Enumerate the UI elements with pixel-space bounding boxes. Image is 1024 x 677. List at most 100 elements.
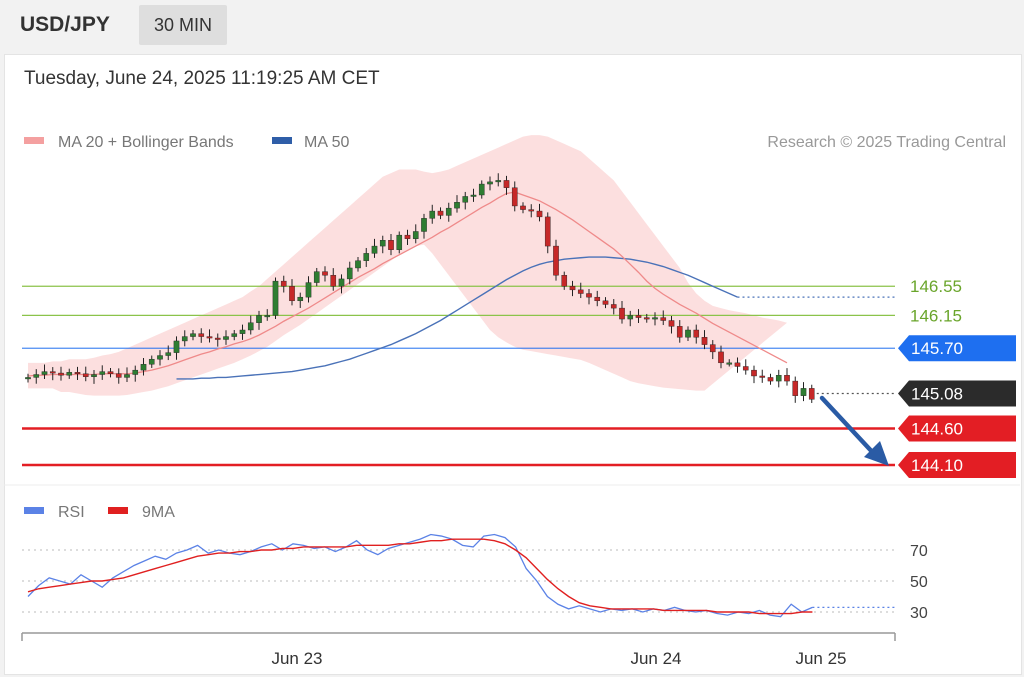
- candle-up: [313, 271, 320, 283]
- x-tick-label: Jun 24: [630, 649, 681, 668]
- candle-down: [734, 362, 741, 367]
- candle-down: [709, 344, 716, 353]
- candle-down: [115, 373, 122, 378]
- rsi-9ma-line: [27, 538, 813, 615]
- candle-down: [49, 371, 56, 374]
- candle-down: [594, 296, 601, 302]
- candle-down: [520, 205, 526, 210]
- candle-down: [553, 245, 559, 276]
- candle-up: [338, 278, 345, 287]
- candle-up: [445, 207, 452, 216]
- candle-down: [437, 210, 444, 216]
- timeframe-badge[interactable]: 30 MIN: [139, 5, 227, 45]
- candle-up: [685, 329, 691, 338]
- candle-down: [742, 366, 749, 371]
- candle-up: [652, 317, 658, 320]
- candle-up: [264, 315, 271, 318]
- candle-up: [363, 253, 370, 261]
- candle-down: [693, 329, 700, 338]
- candle-up: [247, 322, 254, 331]
- candle-down: [107, 371, 114, 374]
- candle-down: [289, 286, 295, 302]
- candle-down: [536, 210, 543, 218]
- legend-ma20-label: MA 20 + Bollinger Bands: [58, 134, 234, 151]
- candle-up: [148, 358, 155, 365]
- candle-up: [124, 374, 130, 378]
- legend-9ma-label: 9MA: [142, 504, 175, 521]
- candle-up: [272, 280, 279, 316]
- candle-up: [487, 181, 493, 185]
- x-tick-label: Jun 25: [795, 649, 846, 668]
- rsi-plot-area: 70 50 30: [22, 533, 928, 622]
- candle-down: [82, 373, 89, 377]
- candle-up: [627, 315, 634, 320]
- candle-down: [528, 209, 535, 212]
- candle-down: [635, 315, 642, 318]
- candle-up: [25, 377, 31, 380]
- legend-ma50-swatch: [272, 137, 292, 144]
- price-tag: [898, 335, 1016, 362]
- candle-up: [371, 245, 378, 254]
- candle-up: [33, 374, 40, 378]
- legend-ma20-swatch: [24, 137, 44, 144]
- candle-up: [297, 296, 304, 302]
- candle-up: [99, 371, 106, 375]
- rsi-tick-label: 70: [910, 543, 928, 560]
- candle-down: [643, 317, 650, 320]
- candle-down: [718, 351, 724, 364]
- candle-down: [322, 271, 328, 276]
- price-tag: [898, 380, 1016, 407]
- price-tag-label: 144.10: [911, 456, 963, 475]
- candle-down: [511, 187, 518, 207]
- candle-down: [619, 307, 625, 320]
- candle-up: [421, 218, 427, 232]
- candle-down: [751, 369, 757, 377]
- candle-down: [701, 337, 708, 345]
- bollinger-band: [28, 135, 787, 396]
- candle-down: [330, 275, 337, 287]
- candle-up: [165, 352, 172, 356]
- candle-up: [66, 372, 73, 376]
- candle-down: [561, 275, 568, 287]
- candle-up: [346, 267, 353, 280]
- x-tick-label: Jun 23: [271, 649, 322, 668]
- candle-up: [800, 388, 807, 396]
- candle-up: [429, 210, 436, 219]
- instrument-title: USD/JPY: [20, 13, 110, 36]
- legend-ma50-label: MA 50: [304, 134, 349, 151]
- price-tag: [898, 452, 1016, 478]
- copyright-text: Research © 2025 Trading Central: [767, 134, 1006, 151]
- candle-down: [784, 375, 790, 382]
- candle-up: [223, 336, 229, 340]
- candle-up: [495, 180, 502, 183]
- candle-down: [767, 377, 774, 382]
- candle-up: [157, 355, 163, 360]
- candle-down: [388, 240, 394, 250]
- candle-down: [58, 372, 64, 376]
- candle-up: [305, 282, 312, 298]
- price-tag-label: 144.60: [911, 420, 963, 439]
- candle-down: [660, 317, 667, 321]
- candle-up: [470, 194, 477, 197]
- candle-up: [140, 364, 147, 371]
- candle-up: [478, 183, 485, 196]
- candle-down: [544, 216, 551, 247]
- legend-9ma-swatch: [108, 507, 128, 514]
- candle-up: [412, 231, 419, 239]
- candle-down: [206, 336, 213, 339]
- candle-up: [396, 234, 403, 250]
- candle-down: [792, 380, 799, 396]
- chart-header: USD/JPY 30 MIN: [0, 0, 1024, 52]
- legend-rsi-swatch: [24, 507, 44, 514]
- candle-down: [586, 293, 592, 298]
- forecast-arrow: [819, 395, 879, 459]
- candle-up: [239, 329, 246, 334]
- candle-up: [454, 202, 460, 209]
- candle-up: [190, 333, 196, 337]
- price-tag: [898, 415, 1016, 442]
- timestamp: Tuesday, June 24, 2025 11:19:25 AM CET: [24, 68, 380, 89]
- forecast-arrowhead: [864, 441, 889, 466]
- candle-down: [74, 372, 81, 375]
- price-tag-label: 145.70: [911, 339, 963, 358]
